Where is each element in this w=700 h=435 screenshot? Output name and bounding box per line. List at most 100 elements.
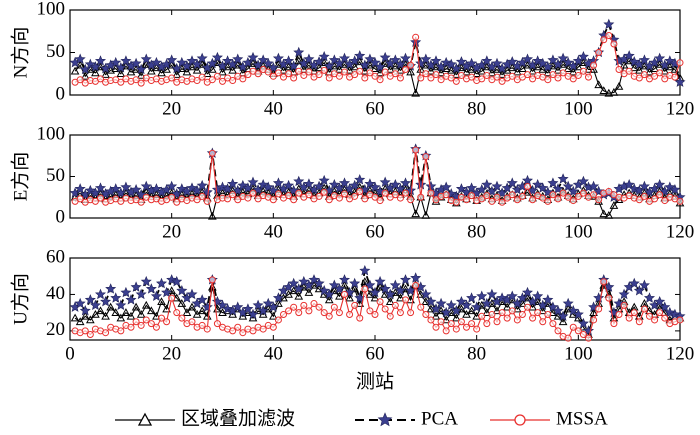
marker	[125, 294, 137, 305]
marker	[116, 313, 126, 322]
marker	[166, 54, 178, 65]
marker	[640, 71, 648, 79]
marker	[512, 304, 522, 313]
marker	[451, 313, 461, 322]
marker	[305, 307, 313, 315]
marker	[412, 33, 420, 41]
marker	[303, 178, 315, 189]
marker	[232, 301, 244, 312]
marker	[441, 315, 451, 324]
marker	[320, 66, 328, 74]
marker	[559, 69, 567, 77]
marker	[315, 71, 323, 79]
marker	[483, 320, 491, 328]
marker	[559, 189, 567, 197]
marker	[415, 179, 427, 190]
marker	[563, 64, 573, 72]
marker	[450, 305, 462, 316]
marker	[557, 52, 569, 64]
marker	[432, 323, 440, 331]
marker	[676, 59, 684, 67]
marker	[431, 311, 441, 320]
marker	[300, 301, 308, 309]
marker	[654, 295, 666, 307]
marker	[577, 317, 589, 329]
marker	[106, 65, 116, 74]
marker	[625, 67, 633, 75]
marker	[384, 288, 396, 300]
marker	[171, 275, 183, 287]
marker	[319, 58, 329, 66]
marker	[354, 174, 366, 185]
marker	[450, 62, 462, 74]
marker	[137, 198, 145, 206]
marker	[640, 305, 648, 313]
marker	[371, 72, 379, 80]
marker	[335, 194, 343, 202]
marker	[374, 61, 386, 72]
marker	[147, 320, 155, 328]
marker	[81, 327, 89, 335]
marker	[432, 71, 440, 79]
marker	[341, 290, 348, 298]
marker	[140, 53, 152, 64]
marker	[656, 69, 664, 77]
marker	[506, 56, 518, 67]
marker	[656, 191, 664, 199]
marker	[604, 210, 614, 219]
marker	[524, 182, 531, 190]
marker	[285, 192, 293, 200]
x-tick-label: 100	[564, 221, 593, 242]
marker	[207, 211, 217, 220]
marker	[130, 183, 142, 195]
marker	[361, 74, 369, 82]
marker	[538, 64, 548, 73]
marker	[244, 71, 252, 79]
marker	[91, 197, 99, 205]
marker	[79, 305, 91, 316]
marker	[318, 174, 330, 186]
marker	[115, 187, 127, 198]
marker	[361, 195, 369, 203]
marker	[137, 79, 145, 87]
marker	[529, 75, 537, 83]
x-tick-label: 40	[264, 221, 283, 242]
marker	[130, 57, 142, 69]
marker	[468, 73, 476, 81]
marker	[381, 305, 389, 313]
marker	[182, 308, 192, 316]
marker	[379, 283, 391, 294]
marker	[488, 197, 496, 205]
marker	[430, 55, 442, 66]
marker	[503, 314, 511, 322]
marker	[150, 56, 162, 68]
marker	[529, 196, 537, 204]
marker	[288, 60, 300, 71]
marker	[584, 64, 593, 73]
marker	[544, 310, 552, 318]
marker	[117, 197, 125, 205]
marker	[80, 311, 90, 320]
y-tick-label: 100	[37, 123, 66, 144]
marker	[272, 292, 284, 303]
marker	[294, 291, 304, 300]
marker	[394, 183, 406, 194]
marker	[338, 177, 351, 188]
marker	[80, 71, 90, 80]
marker	[548, 308, 558, 316]
marker	[234, 196, 242, 204]
marker	[629, 63, 639, 72]
marker	[376, 298, 384, 306]
marker	[437, 318, 445, 326]
marker	[674, 76, 686, 87]
plot-frame	[69, 134, 681, 219]
marker	[197, 306, 207, 315]
marker	[303, 53, 315, 64]
marker	[349, 277, 361, 289]
marker	[74, 297, 86, 309]
marker	[412, 146, 420, 154]
marker	[117, 327, 125, 335]
marker	[187, 302, 197, 311]
marker	[468, 320, 476, 328]
marker	[435, 297, 447, 309]
